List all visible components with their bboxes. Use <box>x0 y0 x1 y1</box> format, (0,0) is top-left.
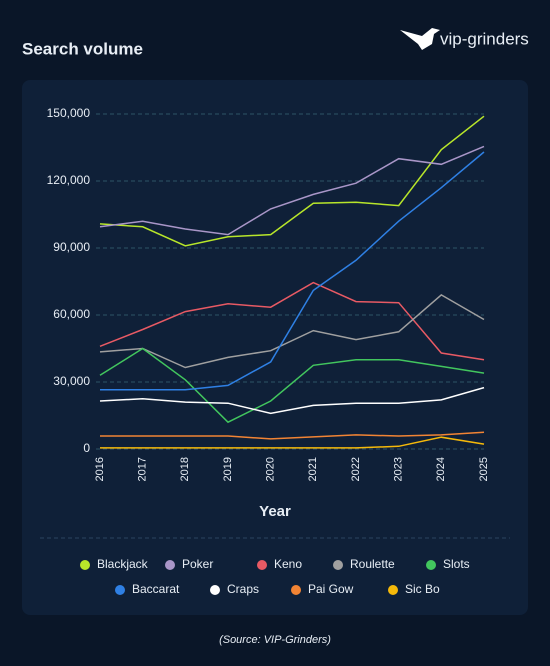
logo: vip-grinders <box>440 29 529 48</box>
legend-label: Craps <box>227 582 259 596</box>
series-line <box>99 281 485 361</box>
legend-label: Roulette <box>350 557 395 571</box>
x-tick-label: 2023 <box>393 457 405 481</box>
x-axis-label: Year <box>259 503 291 520</box>
chart-panel <box>22 80 528 615</box>
y-tick-label: 120,000 <box>47 173 91 187</box>
legend-label: Sic Bo <box>405 582 440 596</box>
legend-marker <box>257 560 267 570</box>
series-line <box>99 347 485 424</box>
x-tick-label: 2021 <box>307 457 319 481</box>
y-tick-label: 90,000 <box>53 240 90 254</box>
legend-marker <box>210 585 220 595</box>
legend-marker <box>426 560 436 570</box>
legend-marker <box>80 560 90 570</box>
y-tick-label: 60,000 <box>53 307 90 321</box>
series-line <box>100 431 485 440</box>
legend-marker <box>115 585 125 595</box>
x-tick-label: 2020 <box>265 457 277 481</box>
legend-marker <box>165 560 175 570</box>
series-line <box>100 151 485 391</box>
series-line <box>99 386 485 415</box>
series-line <box>99 293 485 369</box>
x-tick-label: 2024 <box>435 457 447 481</box>
y-tick-label: 30,000 <box>53 374 90 388</box>
legend-marker <box>291 585 301 595</box>
legend-label: Keno <box>274 557 302 571</box>
x-tick-label: 2018 <box>179 457 191 481</box>
legend-marker <box>333 560 343 570</box>
legend-marker <box>388 585 398 595</box>
source-note: (Source: VIP-Grinders) <box>219 634 331 646</box>
y-tick-label: 0 <box>83 441 90 455</box>
x-tick-label: 2025 <box>478 457 490 481</box>
x-tick-label: 2016 <box>94 457 106 481</box>
legend-label: Blackjack <box>97 557 149 571</box>
series-line <box>99 145 485 236</box>
x-tick-label: 2022 <box>350 457 362 481</box>
chart-title: Search volume <box>22 39 143 58</box>
legend-label: Pai Gow <box>308 582 354 596</box>
legend-label: Poker <box>182 557 213 571</box>
y-tick-label: 150,000 <box>47 106 91 120</box>
x-tick-label: 2017 <box>137 457 149 481</box>
logo-icon <box>400 28 440 50</box>
legend-label: Baccarat <box>132 582 180 596</box>
x-tick-label: 2019 <box>222 457 234 481</box>
series-line <box>100 436 485 449</box>
series-line <box>99 115 485 247</box>
legend-label: Slots <box>443 557 470 571</box>
